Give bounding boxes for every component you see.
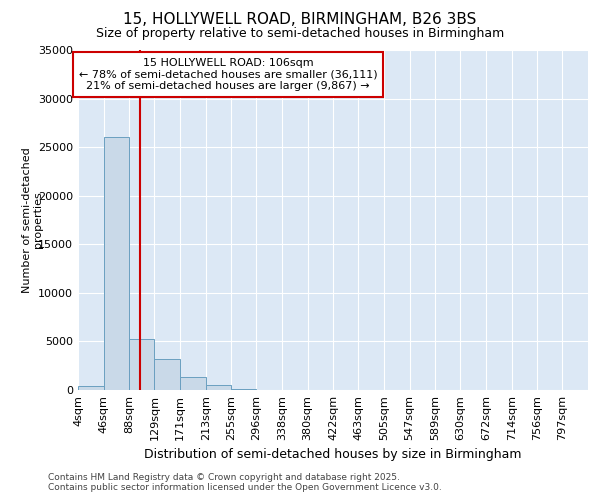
Text: 15 HOLLYWELL ROAD: 106sqm
← 78% of semi-detached houses are smaller (36,111)
21%: 15 HOLLYWELL ROAD: 106sqm ← 78% of semi-… [79,58,377,91]
X-axis label: Distribution of semi-detached houses by size in Birmingham: Distribution of semi-detached houses by … [144,448,522,462]
Text: Size of property relative to semi-detached houses in Birmingham: Size of property relative to semi-detach… [96,28,504,40]
Bar [104,138,130,390]
Bar [180,378,206,390]
Bar [130,340,154,390]
Bar [78,386,104,390]
Bar [154,359,180,390]
Bar [232,389,256,390]
Bar [206,385,232,390]
Text: Contains HM Land Registry data © Crown copyright and database right 2025.
Contai: Contains HM Land Registry data © Crown c… [48,473,442,492]
Text: 15, HOLLYWELL ROAD, BIRMINGHAM, B26 3BS: 15, HOLLYWELL ROAD, BIRMINGHAM, B26 3BS [124,12,476,28]
Y-axis label: Number of semi-detached
properties: Number of semi-detached properties [22,147,43,293]
